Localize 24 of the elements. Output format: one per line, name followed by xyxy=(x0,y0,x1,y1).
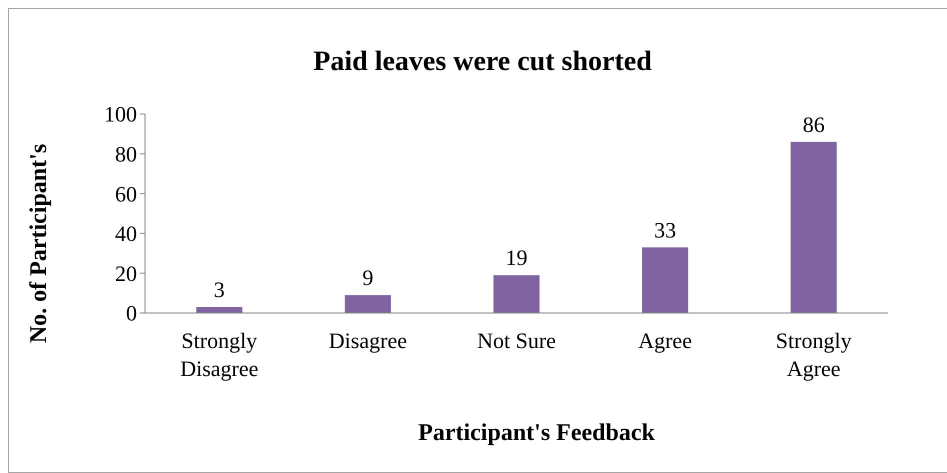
y-axis-title: No. of Participant's xyxy=(26,144,52,344)
x-tick-label: Disagree xyxy=(328,328,407,353)
x-tick-label: Strongly Disagree xyxy=(180,328,258,381)
y-tick-label: 80 xyxy=(115,142,137,166)
bar xyxy=(790,142,837,313)
chart-title: Paid leaves were cut shorted xyxy=(313,46,652,77)
data-label: 9 xyxy=(362,265,374,290)
y-tick-label: 100 xyxy=(104,102,137,127)
data-label: 19 xyxy=(506,245,528,270)
data-label: 3 xyxy=(214,277,225,302)
x-tick-label: Strongly Agree xyxy=(776,328,852,381)
bar xyxy=(642,247,688,313)
data-label: 33 xyxy=(654,217,676,242)
y-tick-label: 40 xyxy=(115,221,137,246)
x-tick-label: Agree xyxy=(638,328,692,353)
x-axis-title: Participant's Feedback xyxy=(418,420,656,446)
data-label: 86 xyxy=(802,112,825,137)
y-tick-label: 0 xyxy=(126,300,137,326)
bar xyxy=(493,275,540,313)
bar xyxy=(196,307,242,313)
y-tick-label: 20 xyxy=(115,260,137,286)
bar xyxy=(344,295,391,313)
y-tick-label: 60 xyxy=(115,181,137,206)
x-tick-label: Not Sure xyxy=(477,328,556,353)
